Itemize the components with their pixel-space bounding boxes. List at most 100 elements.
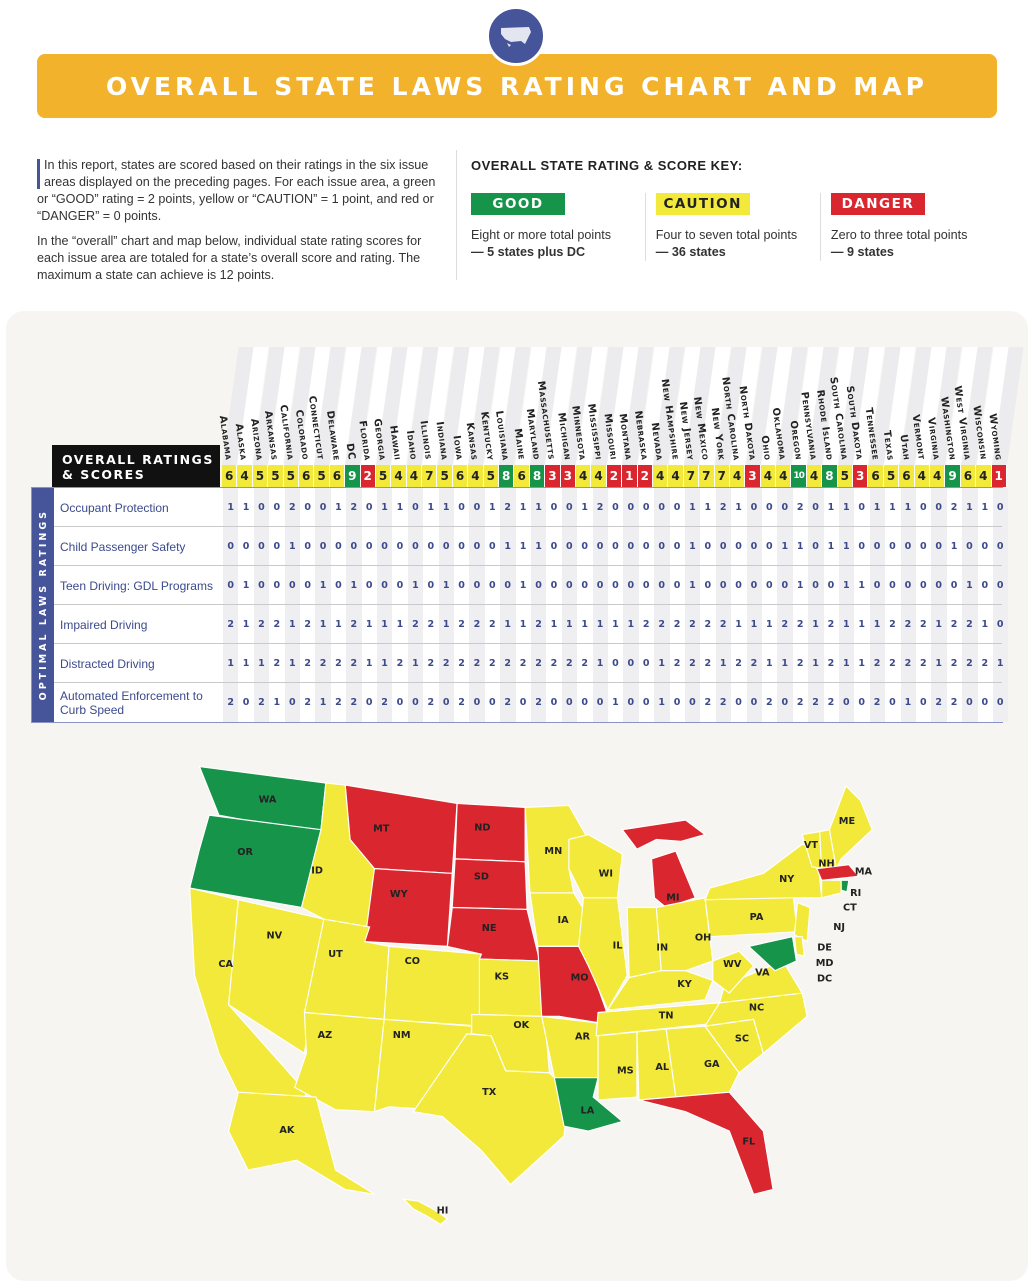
state-label: VA bbox=[755, 968, 770, 979]
column-stripe bbox=[623, 488, 639, 722]
state-ks bbox=[478, 958, 543, 1017]
score-cell: 2 bbox=[535, 658, 542, 669]
score-cell: 1 bbox=[950, 541, 958, 552]
score-cell: 0 bbox=[996, 541, 1004, 552]
column-stripe bbox=[315, 488, 331, 722]
score-cell: 2 bbox=[258, 697, 265, 708]
column-stripe bbox=[377, 488, 393, 722]
score-cell: 2 bbox=[412, 619, 419, 630]
overall-score: 6 bbox=[960, 465, 977, 487]
row-label: Distracted Driving bbox=[60, 656, 155, 671]
score-cell: 0 bbox=[704, 580, 712, 591]
state-mi bbox=[621, 819, 707, 909]
score-cell: 0 bbox=[642, 502, 650, 513]
score-cell: 0 bbox=[396, 580, 404, 591]
key-description: Four to seven total points — 36 states bbox=[655, 228, 798, 259]
score-cell: 1 bbox=[519, 619, 527, 630]
overall-score: 5 bbox=[375, 465, 392, 487]
score-cell: 1 bbox=[843, 619, 850, 630]
score-cell: 2 bbox=[966, 658, 973, 669]
table-row: Teen Driving: GDL Programs 0 1 0 0 0 0 1 0 1 0 0 0 1 0… bbox=[54, 566, 1004, 605]
column-header: Louisiana bbox=[493, 320, 532, 465]
score-cell: 2 bbox=[658, 619, 665, 630]
state-label: SC bbox=[735, 1034, 749, 1045]
score-cell: 1 bbox=[873, 502, 881, 513]
overall-score: 4 bbox=[729, 465, 746, 487]
score-cell: 1 bbox=[396, 502, 404, 513]
score-cell: 1 bbox=[627, 619, 635, 630]
overall-score: 4 bbox=[652, 465, 669, 487]
score-cell: 2 bbox=[950, 619, 958, 630]
overall-score: 4 bbox=[976, 465, 992, 487]
key-item-good: GOOD Eight or more total points — 5 states… bbox=[471, 193, 646, 261]
score-cell: 0 bbox=[381, 580, 388, 591]
score-cell: 1 bbox=[689, 580, 696, 591]
score-cell: 0 bbox=[812, 502, 819, 513]
overall-score: 4 bbox=[575, 465, 592, 487]
state-column-headers: Alabama Alaska Arizona Arkansas California Co… bbox=[217, 320, 1024, 465]
score-cell: 1 bbox=[581, 619, 588, 630]
page-title: OVERALL STATE LAWS RATING CHART AND MAP bbox=[106, 71, 928, 101]
overall-score: 3 bbox=[853, 465, 869, 487]
score-cell: 2 bbox=[489, 619, 496, 630]
overall-score: 4 bbox=[591, 465, 607, 487]
score-cell: 1 bbox=[796, 541, 804, 552]
state-oh bbox=[655, 897, 714, 972]
score-cell: 0 bbox=[596, 580, 604, 591]
score-cell: 0 bbox=[658, 502, 665, 513]
score-cell: 0 bbox=[781, 502, 789, 513]
overall-score: 4 bbox=[776, 465, 792, 487]
column-header: Hawaii bbox=[388, 320, 424, 465]
score-cell: 0 bbox=[442, 541, 450, 552]
state-label: SD bbox=[474, 871, 489, 882]
score-cell: 0 bbox=[642, 658, 650, 669]
state-label: LA bbox=[581, 1106, 595, 1117]
score-cell: 2 bbox=[704, 619, 712, 630]
score-cell: 0 bbox=[627, 580, 635, 591]
score-cell: 0 bbox=[489, 580, 496, 591]
state-label: PA bbox=[750, 912, 764, 923]
state-label: ID bbox=[311, 865, 323, 876]
state-label: ND bbox=[474, 823, 490, 834]
score-cell: 2 bbox=[904, 619, 912, 630]
score-cell: 0 bbox=[889, 697, 896, 708]
score-cell: 1 bbox=[319, 580, 327, 591]
score-cell: 2 bbox=[889, 619, 896, 630]
score-cell: 1 bbox=[242, 502, 250, 513]
state-label: IA bbox=[557, 915, 569, 926]
score-cell: 0 bbox=[642, 580, 650, 591]
score-cell: 1 bbox=[966, 580, 973, 591]
overall-score: 1 bbox=[991, 465, 1007, 487]
score-cell: 0 bbox=[473, 541, 481, 552]
state-ms bbox=[597, 1031, 638, 1101]
state-label: NE bbox=[482, 923, 497, 934]
key-item-caution: CAUTION Four to seven total points — 36 st… bbox=[646, 193, 821, 261]
score-cell: 2 bbox=[719, 697, 727, 708]
column-header: Oklahoma bbox=[770, 320, 809, 465]
score-cell: 0 bbox=[735, 697, 742, 708]
score-cell: 0 bbox=[427, 541, 435, 552]
score-cell: 2 bbox=[304, 658, 311, 669]
overall-score: 5 bbox=[268, 465, 284, 487]
score-cell: 0 bbox=[719, 580, 727, 591]
key-pill: GOOD bbox=[471, 193, 565, 215]
score-cell: 1 bbox=[319, 697, 327, 708]
score-cell: 2 bbox=[350, 658, 358, 669]
score-cell: 1 bbox=[873, 619, 881, 630]
state-hi bbox=[401, 1198, 449, 1226]
state-label: AL bbox=[655, 1062, 669, 1073]
score-cell: 0 bbox=[596, 541, 604, 552]
state-label: DE bbox=[817, 942, 832, 953]
score-cell: 2 bbox=[350, 619, 358, 630]
score-cell: 1 bbox=[858, 658, 866, 669]
overall-score: 5 bbox=[314, 465, 330, 487]
overall-score: 6 bbox=[452, 465, 469, 487]
score-cell: 0 bbox=[273, 502, 281, 513]
score-cell: 1 bbox=[966, 502, 973, 513]
score-cell: 0 bbox=[550, 502, 558, 513]
state-label: TX bbox=[482, 1087, 497, 1098]
column-stripe bbox=[746, 488, 762, 722]
score-cell: 0 bbox=[873, 580, 881, 591]
state-label: KY bbox=[677, 979, 693, 990]
score-cell: 2 bbox=[504, 697, 512, 708]
